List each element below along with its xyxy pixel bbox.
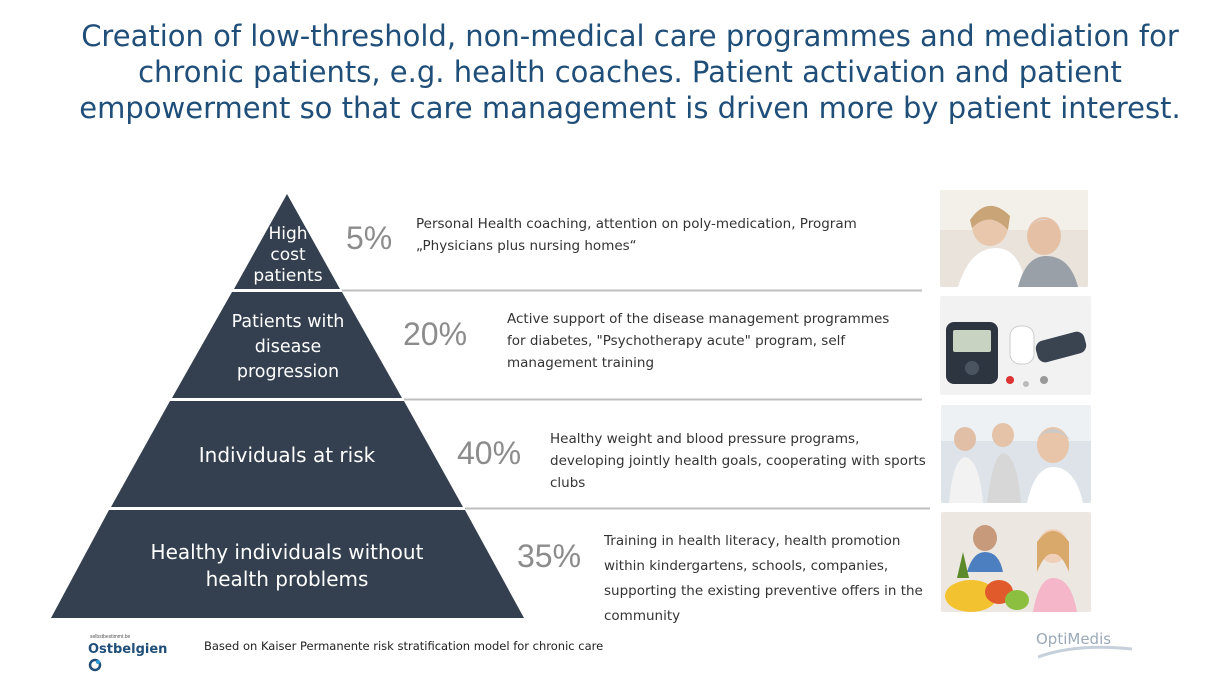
tier-shape-healthy: [51, 510, 524, 618]
tier-percent-healthy: 35%: [517, 538, 582, 574]
tier-percent-at-risk: 40%: [457, 435, 522, 471]
ostbelgien-logo: selbstbestimmt.be Ostbelgien: [88, 634, 178, 672]
tier-percent-disease-progression: 20%: [403, 316, 468, 352]
tier-label-at-risk: Individuals at risk: [198, 443, 376, 467]
footnote: Based on Kaiser Permanente risk stratifi…: [204, 639, 604, 653]
elderly-care-photo: [940, 190, 1088, 287]
seniors-exercise-photo: [941, 405, 1091, 503]
tier-description-disease-progression: Active support of the disease management…: [507, 311, 890, 371]
tier-label-high-cost: High cost patients: [253, 224, 323, 286]
page-title: Creation of low-threshold, non-medical c…: [79, 19, 1181, 125]
tier-label-healthy: Healthy individuals without health probl…: [150, 540, 424, 591]
tier-shape-high-cost: [234, 194, 340, 289]
ostbelgien-logo-text: Ostbelgien: [88, 642, 168, 657]
children-fruit-photo: [941, 512, 1091, 612]
optimedis-swoosh-icon: [1037, 645, 1133, 659]
tier-description-high-cost: Personal Health coaching, attention on p…: [416, 216, 857, 254]
tier-shape-at-risk: [111, 401, 463, 507]
tier-description-at-risk: Healthy weight and blood pressure progra…: [550, 431, 926, 491]
tier-label-disease-progression: Patients with disease progression: [231, 312, 345, 382]
ostbelgien-logo-mark-icon: [88, 658, 102, 672]
tier-percent-high-cost: 5%: [346, 220, 393, 256]
glucose-meter-photo: [940, 296, 1091, 395]
optimedis-logo-text: OptiMedis: [1036, 630, 1112, 648]
ostbelgien-logo-tagline: selbstbestimmt.be: [90, 634, 131, 640]
optimedis-logo: OptiMedis: [1036, 630, 1136, 664]
tier-description-healthy: Training in health literacy, health prom…: [604, 533, 923, 624]
tier-shape-disease-progression: [172, 292, 402, 398]
